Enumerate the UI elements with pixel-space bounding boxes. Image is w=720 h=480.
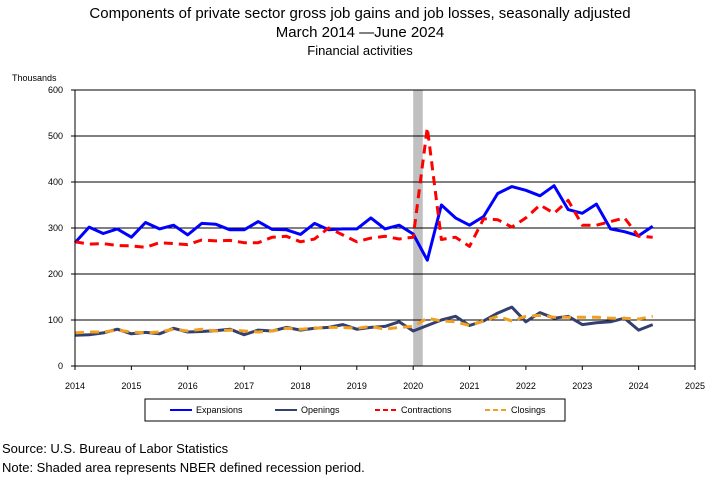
y-tick-label: 100 bbox=[48, 315, 63, 325]
chart-subtitle-industry: Financial activities bbox=[307, 43, 413, 58]
y-tick-label: 200 bbox=[48, 269, 63, 279]
legend-label-contractions: Contractions bbox=[401, 405, 452, 415]
series-line-closings bbox=[74, 313, 653, 335]
x-tick-label: 2017 bbox=[234, 381, 254, 391]
y-tick-label: 300 bbox=[48, 223, 63, 233]
x-tick-label: 2014 bbox=[65, 381, 85, 391]
series-line-contractions bbox=[74, 126, 653, 249]
y-tick-label: 400 bbox=[48, 177, 63, 187]
recession-note: Note: Shaded area represents NBER define… bbox=[2, 460, 365, 475]
legend-label-closings: Closings bbox=[511, 405, 546, 415]
y-tick-label: 500 bbox=[48, 131, 63, 141]
chart-subtitle-dates: March 2014 —June 2024 bbox=[275, 24, 445, 41]
y-axis-label: Thousands bbox=[12, 73, 57, 83]
chart-title: Components of private sector gross job g… bbox=[89, 5, 631, 22]
x-tick-label: 2022 bbox=[516, 381, 536, 391]
x-tick-label: 2016 bbox=[178, 381, 198, 391]
y-tick-label: 0 bbox=[58, 361, 63, 371]
source-note: Source: U.S. Bureau of Labor Statistics bbox=[2, 441, 229, 456]
series-line-expansions bbox=[73, 184, 654, 262]
x-tick-label: 2023 bbox=[572, 381, 592, 391]
x-tick-label: 2025 bbox=[685, 381, 705, 391]
series-line-openings bbox=[74, 305, 654, 337]
x-tick-label: 2021 bbox=[460, 381, 480, 391]
x-tick-label: 2015 bbox=[121, 381, 141, 391]
legend-label-openings: Openings bbox=[301, 405, 340, 415]
legend-label-expansions: Expansions bbox=[196, 405, 243, 415]
x-tick-label: 2024 bbox=[629, 381, 649, 391]
x-tick-label: 2018 bbox=[290, 381, 310, 391]
chart-titles: Components of private sector gross job g… bbox=[0, 4, 720, 59]
legend-box bbox=[144, 398, 566, 422]
x-tick-label: 2019 bbox=[347, 381, 367, 391]
y-tick-label: 600 bbox=[48, 85, 63, 95]
x-tick-label: 2020 bbox=[403, 381, 423, 391]
plot-area-border bbox=[74, 89, 696, 367]
